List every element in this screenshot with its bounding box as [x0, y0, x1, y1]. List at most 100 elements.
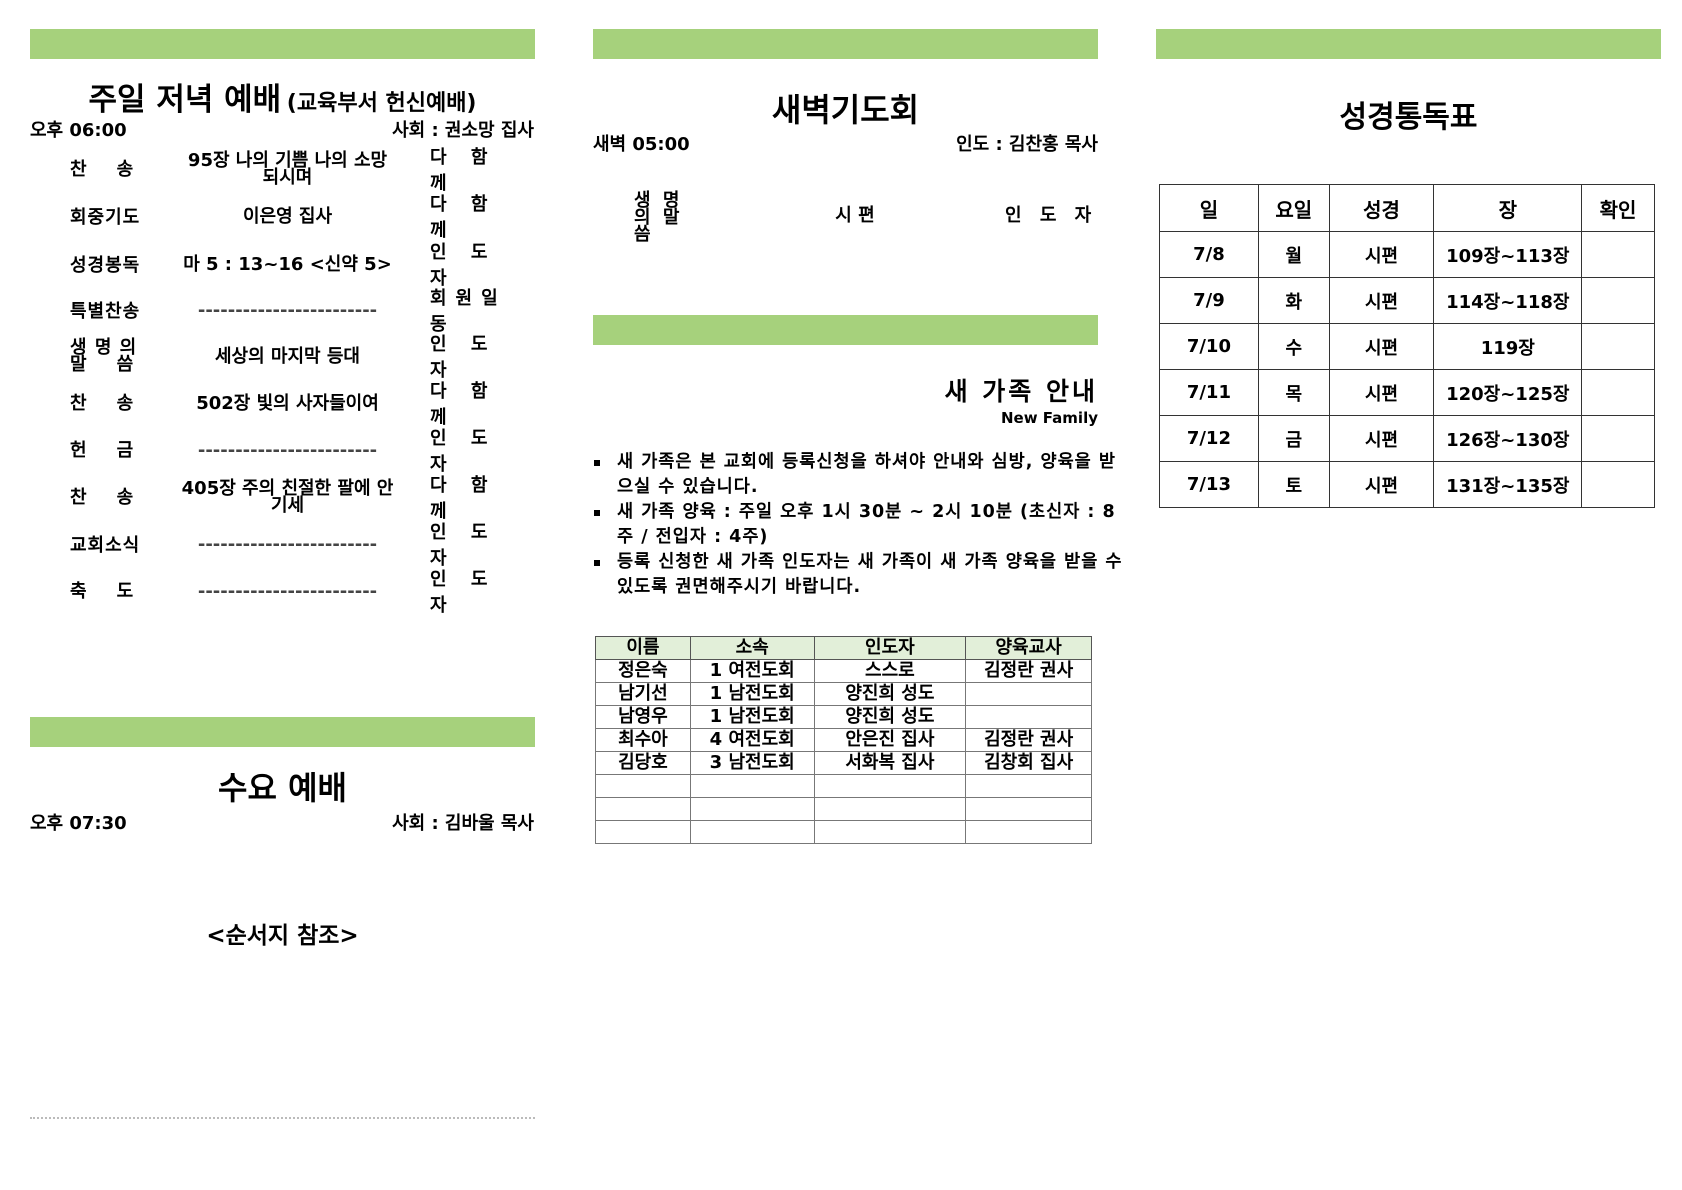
table-cell: 김정란 권사	[965, 659, 1092, 683]
table-cell: 시편	[1328, 369, 1435, 416]
table-cell	[595, 797, 691, 821]
order-by: 인 도 자	[430, 569, 497, 616]
column-header: 이름	[595, 636, 691, 660]
order-item: 회중기도	[70, 207, 141, 228]
column-header: 성경	[1328, 184, 1435, 232]
order-item: 축 도	[70, 580, 135, 602]
table-row: 7/13 토 시편 131장~135장	[1159, 461, 1655, 508]
table-cell	[689, 797, 815, 821]
order-item: 생 명 의 말 씀	[70, 337, 145, 375]
order-row: 찬 송 405장 주의 친절한 팔에 안기세 다 함 께	[30, 475, 535, 522]
column-header: 인도자	[813, 636, 967, 660]
section-bar	[593, 29, 1098, 59]
section-bar	[30, 717, 535, 747]
order-item: 찬 송	[70, 158, 135, 180]
table-cell: 1 남전도회	[689, 682, 815, 706]
order-content: 95장 나의 기쁨 나의 소망되시며	[187, 150, 388, 188]
table-cell: 120장~125장	[1433, 369, 1583, 416]
new-family-title: 새 가족 안내	[944, 377, 1098, 406]
order-row: 축 도 ------------------------ 인 도 자	[30, 569, 535, 616]
table-cell	[965, 682, 1092, 706]
table-row: 남기선 1 남전도회 양진희 성도	[595, 682, 1092, 706]
column-header: 양육교사	[965, 636, 1092, 660]
check-cell[interactable]	[1581, 323, 1655, 370]
order-content: 502장 빛의 사자들이여	[196, 392, 379, 414]
order-content: ------------------------	[197, 580, 378, 602]
order-item: 찬 송	[70, 392, 135, 414]
table-row: 남영우 1 남전도회 양진희 성도	[595, 705, 1092, 729]
order-content: 마 5 : 13~16 <신약 5>	[183, 253, 392, 275]
order-item: 찬 송	[70, 486, 135, 508]
table-cell	[595, 820, 691, 844]
table-row: 7/9 화 시편 114장~118장	[1159, 277, 1655, 324]
table-cell: 7/8	[1159, 231, 1259, 278]
check-cell[interactable]	[1581, 415, 1655, 462]
order-row: 찬 송 502장 빛의 사자들이여 다 함 께	[30, 381, 535, 428]
order-row: 찬 송 95장 나의 기쁨 나의 소망되시며 다 함 께	[30, 147, 535, 194]
table-cell: 7/13	[1159, 461, 1259, 508]
new-family-table: 이름 소속 인도자 양육교사 정은숙 1 여전도회 스스로 김정란 권사 남기선 1 남전도회 양…	[595, 636, 1092, 844]
check-cell[interactable]	[1581, 277, 1655, 324]
wednesday-note: <순서지 참조>	[206, 923, 359, 949]
table-row	[595, 774, 1092, 798]
check-cell[interactable]	[1581, 231, 1655, 278]
note-item: 새 가족은 본 교회에 등록신청을 하셔야 안내와 심방, 양육을 받으실 수 …	[594, 450, 1127, 500]
sunday-evening-title: 주일 저녁 예배 (교육부서 헌신예배)	[30, 74, 535, 119]
table-row: 정은숙 1 여전도회 스스로 김정란 권사	[595, 659, 1092, 683]
table-cell: 시편	[1328, 277, 1435, 324]
dawn-prayer-title: 새벽기도회	[771, 91, 920, 129]
new-family-notes: 새 가족은 본 교회에 등록신청을 하셔야 안내와 심방, 양육을 받으실 수 …	[593, 450, 1127, 600]
table-row: 7/12 금 시편 126장~130장	[1159, 415, 1655, 462]
table-cell: 월	[1257, 231, 1330, 278]
table-cell	[965, 797, 1092, 821]
order-content: 이은영 집사	[242, 205, 333, 227]
wednesday-host: 사회 : 김바울 목사	[392, 813, 534, 834]
dawn-time: 새벽 05:00	[593, 134, 690, 155]
table-cell: 131장~135장	[1433, 461, 1583, 508]
title-sub: (교육부서 헌신예배)	[286, 91, 477, 116]
dawn-leader: 인도 : 김찬홍 목사	[956, 134, 1098, 155]
table-cell: 남기선	[595, 682, 691, 706]
table-cell: 1 남전도회	[689, 705, 815, 729]
column-header: 요일	[1257, 184, 1330, 232]
order-by: 다 함 께	[430, 475, 497, 522]
bible-reading-table: 일 요일 성경 장 확인 7/8 월 시편 109장~113장 7/9 화 시편 114장~118장 7…	[1159, 184, 1655, 508]
dotted-divider	[30, 1117, 535, 1119]
table-cell	[965, 774, 1092, 798]
table-cell: 시편	[1328, 231, 1435, 278]
table-cell: 안은진 집사	[813, 728, 967, 752]
order-by: 인 도 자	[430, 242, 497, 289]
order-item: 특별찬송	[70, 301, 141, 322]
order-by: 다 함 께	[430, 194, 497, 241]
table-cell: 1 여전도회	[689, 659, 815, 683]
table-cell: 시편	[1328, 461, 1435, 508]
table-cell: 4 여전도회	[689, 728, 815, 752]
column-header: 일	[1159, 184, 1259, 232]
order-content: ------------------------	[197, 299, 378, 321]
table-row: 7/8 월 시편 109장~113장	[1159, 231, 1655, 278]
order-content: 세상의 마지막 등대	[214, 345, 360, 367]
note-item: 등록 신청한 새 가족 인도자는 새 가족이 새 가족 양육을 받을 수 있도록…	[594, 550, 1127, 600]
table-cell: 스스로	[813, 659, 967, 683]
table-cell: 김정란 권사	[965, 728, 1092, 752]
check-cell[interactable]	[1581, 369, 1655, 416]
section-bar	[30, 29, 535, 59]
order-item: 교회소식	[70, 535, 141, 556]
table-cell: 토	[1257, 461, 1330, 508]
order-row: 생 명 의 말 씀 세상의 마지막 등대 인 도 자	[30, 334, 535, 381]
table-cell	[689, 774, 815, 798]
table-cell: 서화복 집사	[813, 751, 967, 775]
table-row: 7/10 수 시편 119장	[1159, 323, 1655, 370]
table-cell: 114장~118장	[1433, 277, 1583, 324]
table-cell: 남영우	[595, 705, 691, 729]
service-host: 사회 : 권소망 집사	[392, 120, 534, 141]
check-cell[interactable]	[1581, 461, 1655, 508]
order-content: 405장 주의 친절한 팔에 안기세	[181, 478, 394, 516]
bible-reading-title: 성경통독표	[1339, 100, 1478, 135]
table-cell: 수	[1257, 323, 1330, 370]
order-item: 헌 금	[70, 439, 135, 461]
table-cell	[813, 774, 967, 798]
new-family-subtitle: New Family	[1001, 409, 1098, 427]
table-row: 김당호 3 남전도회 서화복 집사 김창회 집사	[595, 751, 1092, 775]
order-row: 교회소식 ------------------------ 인 도 자	[30, 522, 535, 569]
